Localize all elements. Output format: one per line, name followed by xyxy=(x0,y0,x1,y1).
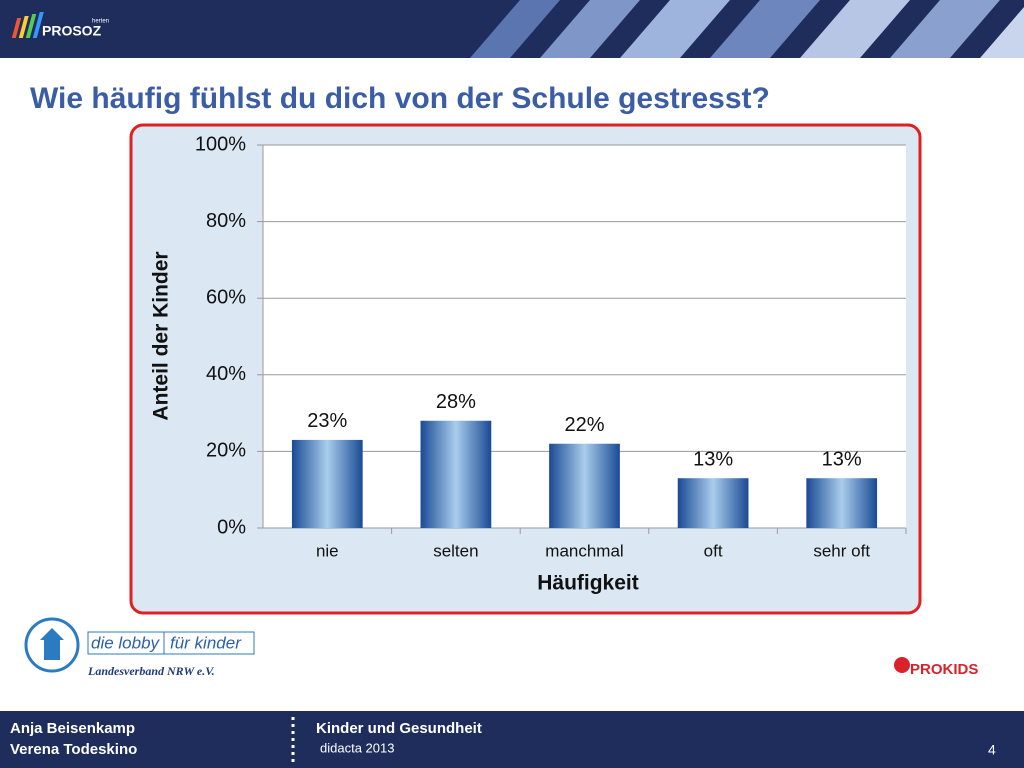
x-tick-label: sehr oft xyxy=(813,541,870,560)
lobby-right: für kinder xyxy=(170,633,242,652)
plot: 0% 20% 40% 60% 80% 100% nie 23% selten 28% manchma… xyxy=(195,133,907,560)
x-tick-label: manchmal xyxy=(545,541,623,560)
y-tick-label: 80% xyxy=(206,210,246,232)
bar xyxy=(291,439,363,528)
dksb-logo xyxy=(24,617,80,673)
dksb-house xyxy=(40,628,64,660)
lobby-box xyxy=(163,631,255,655)
x-tick-label: nie xyxy=(316,541,339,560)
y-axis-label: Anteil der Kinder xyxy=(150,251,173,420)
event: didacta 2013 xyxy=(320,740,394,755)
data-label: 13% xyxy=(693,448,733,470)
x-tick-label: selten xyxy=(433,541,478,560)
author: Verena Todeskino xyxy=(10,741,137,758)
lobby-left: die lobby xyxy=(91,633,161,652)
author: Anja Beisenkamp xyxy=(10,720,135,737)
data-label: 22% xyxy=(564,414,604,436)
chart-title: Wie häufig fühlst du dich von der Schule… xyxy=(30,82,770,115)
prokids-icon xyxy=(894,657,910,673)
header-stripes xyxy=(470,0,1024,58)
bar xyxy=(420,420,492,528)
prosoz-logo xyxy=(11,12,44,38)
bar xyxy=(677,478,749,528)
data-label: 13% xyxy=(822,448,862,470)
data-label: 23% xyxy=(307,410,347,432)
footer-bar xyxy=(0,711,1024,768)
y-tick-label: 20% xyxy=(206,440,246,462)
x-axis-label: Häufigkeit xyxy=(537,572,639,595)
y-tick-label: 0% xyxy=(217,516,246,538)
topic: Kinder und Gesundheit xyxy=(316,720,482,737)
brand-city: herten xyxy=(92,19,109,25)
data-label: 28% xyxy=(436,391,476,413)
page-number: 4 xyxy=(988,742,996,758)
y-tick-label: 100% xyxy=(195,133,246,155)
y-tick-label: 60% xyxy=(206,286,246,308)
x-tick-label: oft xyxy=(704,541,723,560)
prokids: PROKIDS xyxy=(910,661,978,678)
region: Landesverband NRW e.V. xyxy=(87,664,215,678)
bar xyxy=(549,443,620,528)
brand: PROSOZ xyxy=(42,23,102,39)
bar xyxy=(806,478,878,528)
y-tick-label: 40% xyxy=(206,363,246,385)
